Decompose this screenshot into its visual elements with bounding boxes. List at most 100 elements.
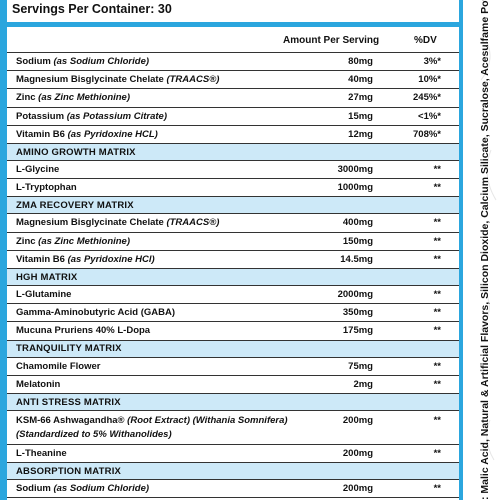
daily-value: **: [433, 415, 441, 426]
ingredient-name: Potassium: [16, 110, 65, 122]
ingredient-name: Zinc: [16, 92, 36, 104]
ingredient: Magnesium Bisglycinate Chelate (TRAACS®): [16, 217, 219, 228]
daily-value: 708%*: [413, 128, 441, 140]
daily-value: 245%*: [413, 92, 441, 104]
nutrient-row: Magnesium Bisglycinate Chelate (TRAACS®)…: [7, 71, 459, 90]
daily-value: **: [433, 325, 441, 337]
amount: 200mg: [342, 483, 373, 495]
palm-pattern: [480, 39, 497, 461]
ingredient: L-Glutamine: [16, 289, 71, 300]
nutrient-row: L-Glycine 3000mg **: [7, 161, 459, 180]
ingredient-name: Vitamin B6: [16, 128, 65, 140]
daily-value: **: [433, 483, 441, 495]
amount: 175mg: [342, 325, 373, 337]
amount: 27mg: [348, 92, 373, 104]
ingredient-name: Magnesium Bisglycinate Chelate: [16, 217, 164, 229]
amount: 150mg: [342, 235, 373, 247]
side-panel: : Malic Acid, Natural & Artificial Flavo…: [466, 0, 500, 500]
ingredient-detail: (as Zinc Methionine): [38, 92, 131, 104]
ingredient: Magnesium Bisglycinate Chelate (TRAACS®): [16, 74, 219, 85]
ingredients-text: : Malic Acid, Natural & Artificial Flavo…: [479, 0, 491, 500]
ingredient: Vitamin B6 (as Pyridoxine HCL): [16, 129, 158, 140]
header-rule: [7, 52, 459, 53]
ingredient-name: KSM-66 Ashwagandha®: [16, 415, 125, 426]
ingredient-detail: (as Zinc Methionine): [38, 235, 131, 247]
nutrient-row: Mucuna Pruriens 40% L-Dopa 175mg **: [7, 322, 459, 341]
daily-value: **: [433, 182, 441, 194]
ingredient: L-Tryptophan: [16, 182, 77, 193]
amount: 350mg: [342, 307, 373, 319]
daily-value: <1%*: [418, 110, 441, 122]
daily-value: **: [433, 235, 441, 247]
ingredient: Chamomile Flower: [16, 361, 100, 372]
section-title: TRANQUILITY MATRIX: [16, 343, 122, 355]
ingredient-detail: (as Sodium Chloride): [53, 56, 150, 68]
nutrient-row: Melatonin 2mg **: [7, 376, 459, 394]
ingredient-name: L-Glutamine: [16, 289, 72, 301]
amount: 200mg: [342, 415, 373, 426]
ingredient: KSM-66 Ashwagandha® (Root Extract) (With…: [16, 415, 288, 426]
ingredient-detail: (as Pyridoxine HCl): [67, 253, 155, 265]
ingredient-name: Chamomile Flower: [16, 360, 101, 372]
section-row: ZMA RECOVERY MATRIX: [7, 197, 459, 215]
daily-value: **: [433, 360, 441, 372]
section-row: AMINO GROWTH MATRIX: [7, 144, 459, 161]
nutrient-row: Chamomile Flower 75mg **: [7, 358, 459, 376]
amount: 40mg: [348, 74, 373, 86]
section-title: ANTI STRESS MATRIX: [16, 396, 121, 408]
ingredient-name: Sodium: [16, 56, 51, 68]
section-title: HGH MATRIX: [16, 271, 78, 283]
nutrient-row: L-Tryptophan 1000mg **: [7, 179, 459, 198]
amount: 3000mg: [337, 164, 373, 176]
nutrient-row: Zinc (as Zinc Methionine) 27mg 245%*: [7, 89, 459, 108]
amount: 2mg: [353, 378, 373, 390]
ingredient-name: Melatonin: [16, 378, 61, 390]
nutrient-row: KSM-66 Ashwagandha® (Root Extract) (With…: [7, 411, 459, 445]
nutrient-row: L-Theanine 200mg **: [7, 445, 459, 464]
daily-value: **: [433, 217, 441, 229]
section-title: AMINO GROWTH MATRIX: [16, 146, 136, 158]
ingredient-name: Zinc: [16, 235, 36, 247]
section-row: ABSORPTION MATRIX: [7, 463, 459, 481]
ingredient: Sodium (as Sodium Chloride): [16, 483, 149, 494]
ingredient: Vitamin B6 (as Pyridoxine HCl): [16, 254, 155, 265]
ingredient-name: L-Glycine: [16, 164, 60, 176]
daily-value: 10%*: [418, 74, 441, 86]
ingredient: Zinc (as Zinc Methionine): [16, 236, 130, 247]
ingredient-name: L-Tryptophan: [16, 182, 77, 194]
servings: Servings Per Container: 30: [12, 2, 172, 16]
ingredient: L-Glycine: [16, 164, 59, 175]
daily-value: **: [433, 448, 441, 460]
ingredient-detail: (Root Extract) (Withania Somnifera): [127, 415, 288, 426]
nutrient-row: Potassium (as Potassium Citrate) 15mg <1%*: [7, 108, 459, 126]
daily-value: 3%*: [423, 56, 441, 68]
ingredient-detail: (as Sodium Chloride): [53, 483, 150, 495]
ingredient-name: Mucuna Pruriens 40% L-Dopa: [16, 325, 151, 337]
ingredient: Sodium (as Sodium Chloride): [16, 56, 149, 67]
nutrient-row: L-Glutamine 2000mg **: [7, 286, 459, 305]
ingredient-name: Sodium: [16, 483, 51, 495]
daily-value: **: [433, 164, 441, 176]
nutrient-row: Zinc (as Zinc Methionine) 150mg **: [7, 233, 459, 251]
ingredient: Mucuna Pruriens 40% L-Dopa: [16, 325, 150, 336]
amount: 400mg: [342, 217, 373, 229]
ingredient-name: L-Theanine: [16, 448, 67, 460]
nutrient-row: Vitamin B6 (as Pyridoxine HCl) 14.5mg **: [7, 251, 459, 269]
ingredient: L-Theanine: [16, 448, 67, 459]
ingredient: Gamma-Aminobutyric Acid (GABA): [16, 307, 175, 318]
nutrient-row: Magnesium Bisglycinate Chelate (TRAACS®)…: [7, 214, 459, 233]
ingredient-detail: (TRAACS®): [166, 74, 220, 86]
nutrient-row: Vitamin B6 (as Pyridoxine HCL) 12mg 708%*: [7, 126, 459, 144]
section-row: HGH MATRIX: [7, 269, 459, 286]
amount: 2000mg: [337, 289, 373, 301]
ingredient-detail: (as Pyridoxine HCL): [67, 128, 158, 140]
amount-heading: Amount Per Serving: [283, 35, 380, 46]
ingredient: Melatonin: [16, 379, 60, 390]
supplement-facts-label: Servings Per Container: 30 Amount Per Se…: [0, 0, 464, 500]
amount: 15mg: [348, 110, 373, 122]
ingredient-name: Magnesium Bisglycinate Chelate: [16, 74, 164, 86]
amount: 200mg: [342, 448, 373, 460]
ingredient-detail: (TRAACS®): [166, 217, 220, 229]
amount: 12mg: [348, 128, 373, 140]
